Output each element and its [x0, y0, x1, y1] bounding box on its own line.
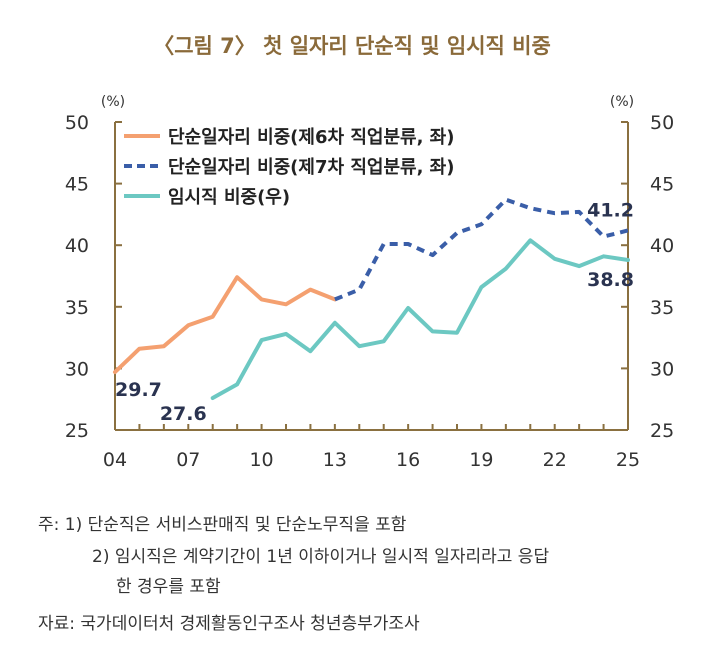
y-tick-label-right: 45 — [650, 174, 674, 196]
y-unit-right: (%) — [610, 94, 634, 110]
line-chart: 25 25 30 30 35 35 40 40 45 45 50 50 (%) (%) 04 07 10 13 16… — [65, 94, 674, 471]
series-line-2 — [334, 197, 629, 302]
source-note: 자료: 국가데이터처 경제활동인구조사 청년층부가조사 — [38, 614, 420, 634]
y-tick-label-left: 25 — [65, 420, 89, 442]
x-tick-label: 22 — [543, 449, 567, 471]
note-1: 주: 1) 단순직은 서비스판매직 및 단순노무직을 포함 — [38, 515, 407, 535]
y-tick-label-right: 25 — [650, 420, 674, 442]
x-tick-label: 13 — [323, 449, 347, 471]
chart-legend: 단순일자리 비중(제6차 직업분류, 좌) 단순일자리 비중(제7차 직업분류, … — [124, 127, 454, 208]
legend-label-2: 단순일자리 비중(제7차 직업분류, 좌) — [168, 157, 454, 178]
y-tick-label-right: 35 — [650, 297, 674, 319]
legend-label-1: 단순일자리 비중(제6차 직업분류, 좌) — [168, 127, 454, 148]
y-tick-label-left: 35 — [65, 297, 89, 319]
y-tick-label-left: 30 — [65, 358, 89, 380]
x-tick-label: 07 — [176, 449, 200, 471]
chart-data-labels: 29.727.6 41.2 38.8 — [115, 199, 634, 425]
note-2-continued: 한 경우를 포함 — [116, 577, 221, 597]
y-tick-label-right: 40 — [650, 235, 674, 257]
chart-series — [113, 197, 630, 400]
x-tick-label: 10 — [249, 449, 273, 471]
data-label: 29.7 — [115, 379, 162, 401]
x-tick-label: 19 — [469, 449, 493, 471]
y-tick-label-right: 30 — [650, 358, 674, 380]
chart-title: 〈그림 7〉 첫 일자리 단순직 및 임시직 비중 — [153, 34, 551, 58]
y-tick-label-left: 40 — [65, 235, 89, 257]
y-unit-left: (%) — [101, 94, 125, 110]
x-tick-label: 04 — [103, 449, 127, 471]
y-tick-label-left: 45 — [65, 174, 89, 196]
series-line-3 — [210, 238, 630, 400]
data-label: 41.2 — [587, 199, 634, 221]
x-tick-label: 16 — [396, 449, 420, 471]
y-tick-label-left: 50 — [65, 112, 89, 134]
legend-label-3: 임시직 비중(우) — [168, 187, 290, 208]
y-tick-label-right: 50 — [650, 112, 674, 134]
note-2: 2) 임시직은 계약기간이 1년 이하이거나 일시적 일자리라고 응답 — [92, 547, 550, 567]
chart-axes: 25 25 30 30 35 35 40 40 45 45 50 50 (%) (%) 04 07 10 13 16… — [65, 94, 674, 471]
x-tick-label: 25 — [616, 449, 640, 471]
series-line-1 — [113, 275, 337, 375]
data-label: 38.8 — [587, 269, 634, 291]
data-label: 27.6 — [160, 403, 207, 425]
